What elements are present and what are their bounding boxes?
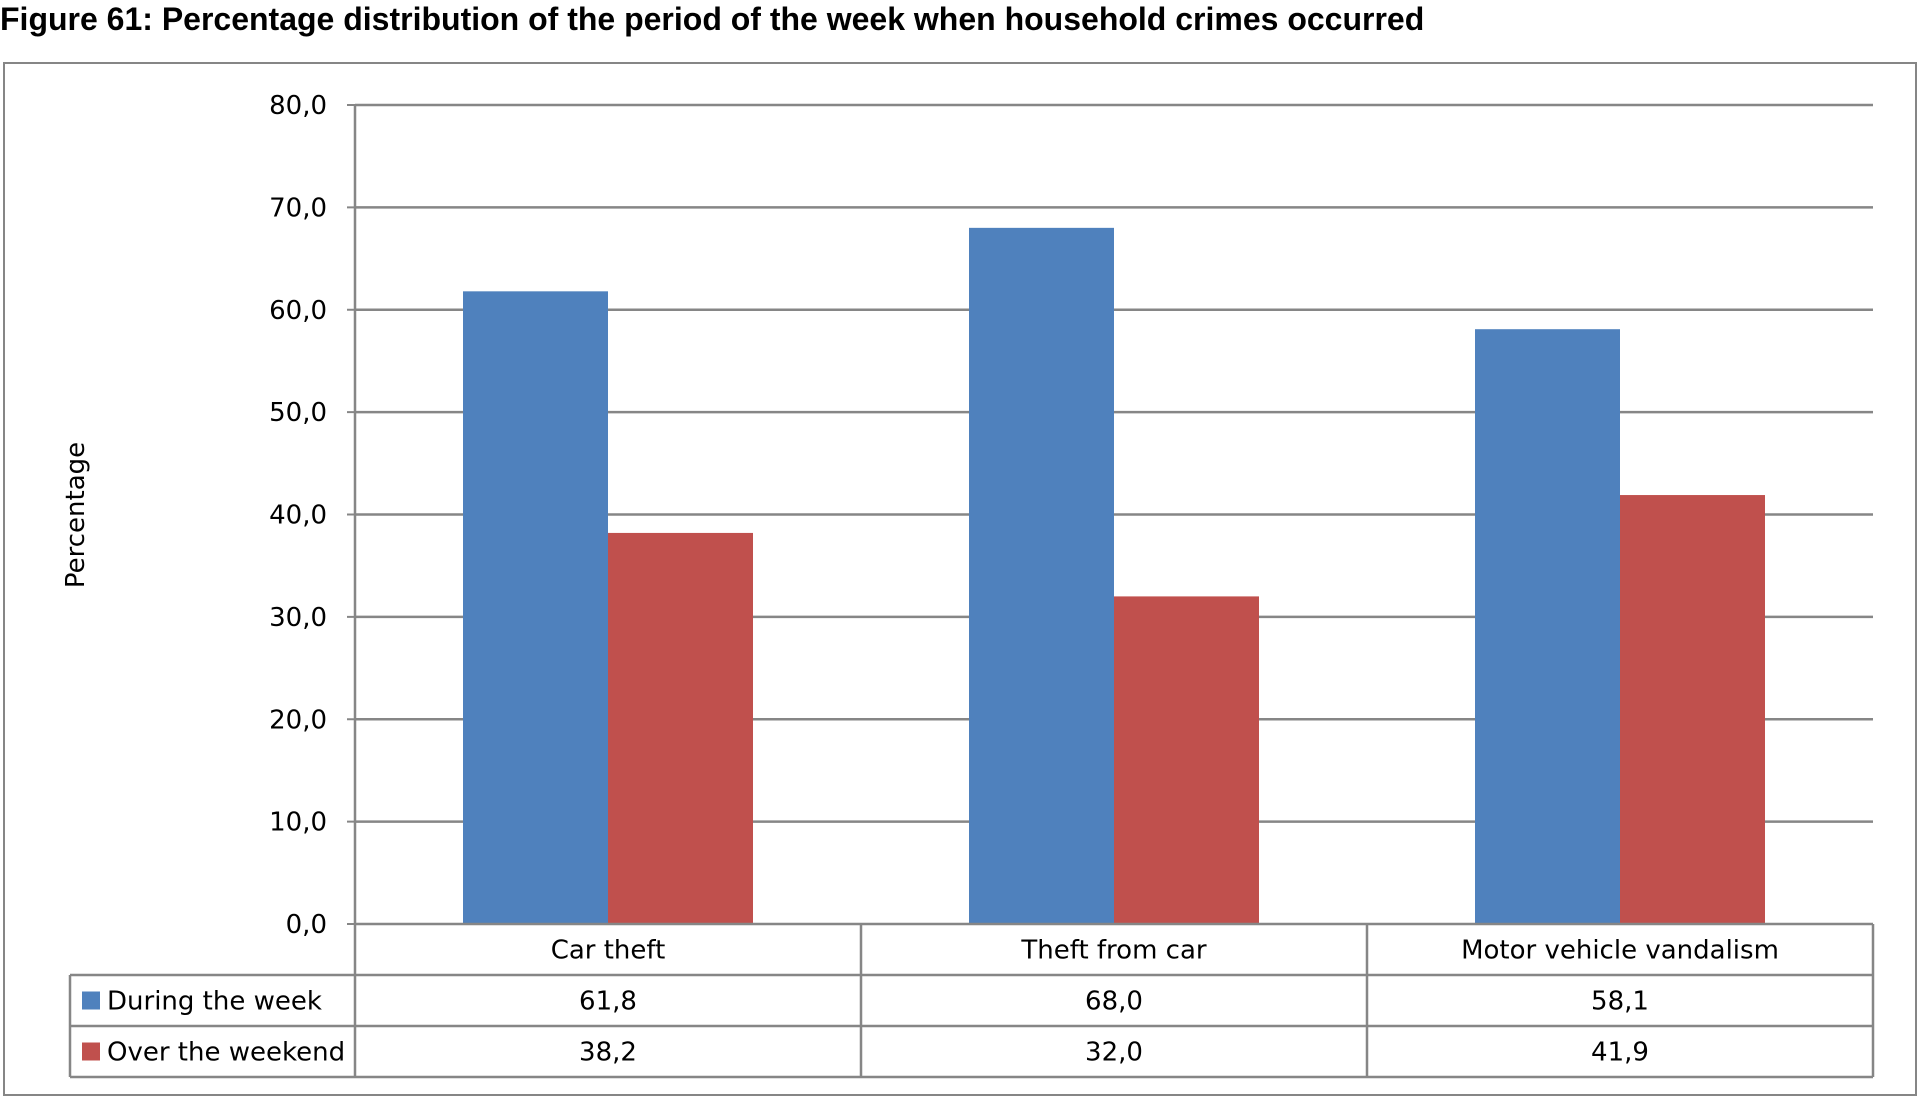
data-label: 61,8 <box>579 987 637 1017</box>
y-axis-title: Percentage <box>61 442 91 588</box>
y-tick-label: 70,0 <box>269 193 327 223</box>
data-label: 38,2 <box>579 1038 637 1068</box>
y-tick-label: 80,0 <box>269 91 327 121</box>
y-tick-label: 20,0 <box>269 705 327 735</box>
legend-key-during-the-week <box>82 991 100 1010</box>
bar-over-the-weekend <box>1620 495 1765 924</box>
y-tick-label: 60,0 <box>269 296 327 326</box>
legend-key-over-the-weekend <box>82 1042 100 1061</box>
bar-during-the-week <box>1475 329 1620 924</box>
figure-title: Figure 61: Percentage distribution of th… <box>0 1 1425 37</box>
x-category-label: Car theft <box>551 936 666 966</box>
x-category-label: Motor vehicle vandalism <box>1461 936 1779 966</box>
y-tick-label: 10,0 <box>269 808 327 838</box>
x-category-label: Theft from car <box>1020 936 1207 966</box>
bar-over-the-weekend <box>608 532 753 924</box>
y-tick-label: 0,0 <box>286 910 327 940</box>
data-table: Car theft Theft from car Motor vehicle van… <box>68 922 1875 1079</box>
axes: 0,0 10,0 20,0 30,0 40,0 50,0 60,0 70,0 80,0 <box>269 91 357 940</box>
bar-during-the-week <box>463 291 608 924</box>
bar-over-the-weekend <box>1114 596 1259 924</box>
legend-label: During the week <box>107 987 322 1017</box>
data-label: 68,0 <box>1085 987 1143 1017</box>
y-tick-label: 50,0 <box>269 398 327 428</box>
data-label: 32,0 <box>1085 1038 1143 1068</box>
y-tick-label: 40,0 <box>269 501 327 531</box>
bars <box>463 227 1765 925</box>
bar-during-the-week <box>969 227 1114 925</box>
data-label: 41,9 <box>1591 1038 1649 1068</box>
legend-label: Over the weekend <box>107 1038 345 1068</box>
y-tick-label: 30,0 <box>269 603 327 633</box>
data-label: 58,1 <box>1591 987 1649 1017</box>
